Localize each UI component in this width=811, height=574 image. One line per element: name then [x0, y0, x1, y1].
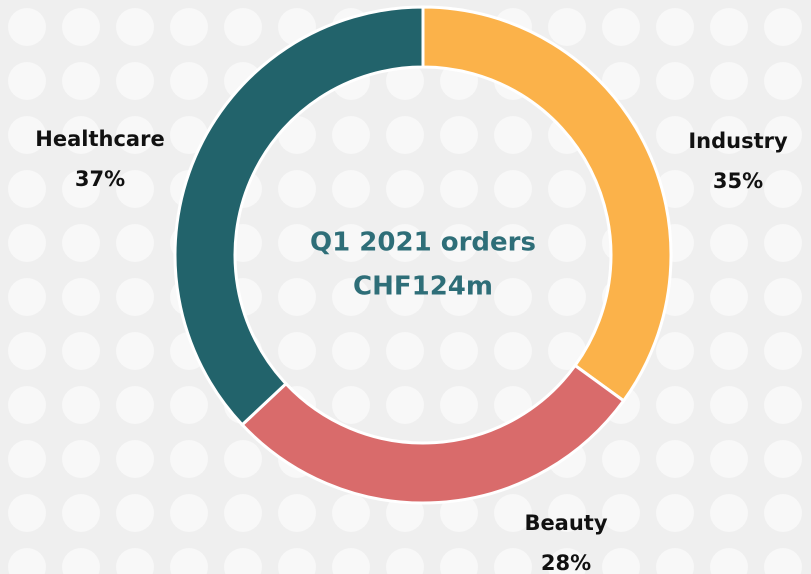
donut: [173, 5, 673, 505]
slice-value-label: 37%: [75, 167, 125, 191]
slice-label: Beauty: [524, 511, 607, 535]
slice: [173, 5, 425, 427]
slice: [240, 363, 626, 505]
slice-label: Healthcare: [35, 127, 164, 151]
center-title: Q1 2021 orders: [310, 228, 536, 258]
slice-value-label: 35%: [713, 169, 763, 193]
slice: [421, 5, 673, 403]
center-subtitle: CHF124m: [353, 272, 493, 302]
slice-label: Industry: [688, 129, 788, 153]
slice-value-label: 28%: [541, 551, 591, 574]
